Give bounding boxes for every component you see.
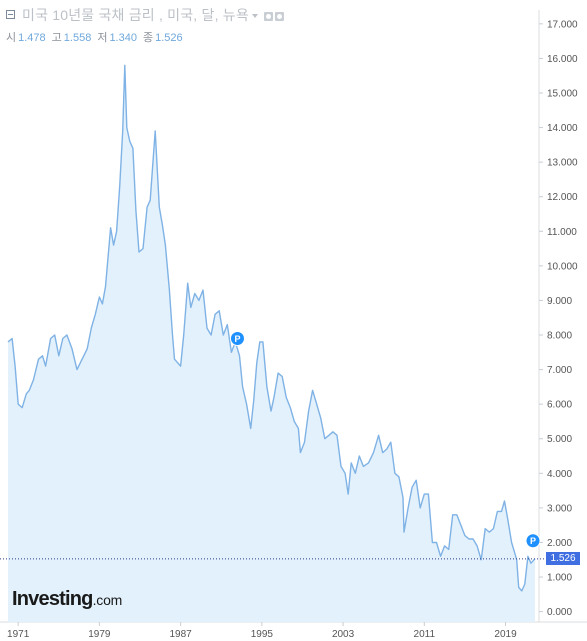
y-tick-label: 8.000 bbox=[547, 331, 572, 342]
series-area bbox=[8, 65, 535, 623]
last-price-label: 1.526 bbox=[546, 552, 580, 565]
y-tick-layer: 17.000 16.000 15.000 14.000 13.000 12.000 11.0… bbox=[539, 19, 578, 618]
high-label: 고 bbox=[51, 32, 62, 44]
y-tick-label: 17.000 bbox=[547, 19, 578, 30]
marker-label: P bbox=[530, 536, 536, 546]
y-tick-label: 6.000 bbox=[547, 400, 572, 411]
settings-icon[interactable] bbox=[263, 11, 273, 21]
series-line bbox=[7, 64, 536, 592]
marker-badge[interactable] bbox=[525, 533, 541, 549]
y-tick-label: 5.000 bbox=[547, 434, 572, 445]
x-tick-label: 1971 bbox=[7, 629, 30, 640]
line-layer bbox=[7, 64, 536, 592]
open-value: 1.478 bbox=[18, 32, 46, 44]
area-layer bbox=[8, 65, 535, 623]
y-tick-label: 15.000 bbox=[547, 88, 578, 99]
x-tick-label: 2003 bbox=[332, 629, 355, 640]
y-tick-label: 14.000 bbox=[547, 123, 578, 134]
y-tick-label: 4.000 bbox=[547, 469, 572, 480]
marker-layer: PP bbox=[229, 330, 541, 549]
y-tick-label: 2.000 bbox=[547, 538, 572, 549]
x-tick-label: 2019 bbox=[494, 629, 517, 640]
low-value: 1.340 bbox=[109, 32, 137, 44]
y-tick-label: 0.000 bbox=[547, 607, 572, 618]
y-tick-label: 10.000 bbox=[547, 261, 578, 272]
high-value: 1.558 bbox=[63, 32, 92, 44]
low-label: 저 bbox=[97, 32, 108, 44]
dropdown-caret-icon[interactable] bbox=[251, 14, 258, 19]
ohlc-readout: 시 1.478 고 1.558 저 1.340 종 1.526 bbox=[6, 29, 189, 45]
chart-header: 미국 10년물 국채 금리 , 미국, 달, 뉴욕 시 1.478 고 1.558 저 1… bbox=[6, 6, 386, 46]
y-tick-label: 3.000 bbox=[547, 503, 572, 514]
marker-label: P bbox=[234, 334, 240, 344]
y-tick-label: 16.000 bbox=[547, 54, 578, 65]
chart-title: 미국 10년물 국채 금리 , 미국, 달, 뉴욕 bbox=[22, 7, 249, 23]
close-label: 종 bbox=[142, 32, 154, 44]
collapse-icon[interactable] bbox=[6, 10, 15, 19]
y-tick-label: 7.000 bbox=[547, 365, 572, 376]
logo-suffix: .com bbox=[92, 592, 123, 608]
gear-icon[interactable] bbox=[274, 11, 284, 21]
open-label: 시 bbox=[6, 32, 17, 44]
y-tick-label: 9.000 bbox=[547, 296, 572, 307]
x-tick-label: 1979 bbox=[88, 629, 111, 640]
x-tick-label: 2011 bbox=[414, 629, 436, 640]
x-tick-layer: 1971 1979 1987 1995 2003 2011 2019 bbox=[7, 622, 517, 640]
x-tick-label: 1995 bbox=[251, 629, 274, 640]
y-tick-label: 13.000 bbox=[547, 158, 578, 169]
investing-logo: Investing.com bbox=[12, 588, 122, 611]
chart-title-wrap: 미국 10년물 국채 금리 , 미국, 달, 뉴욕 bbox=[22, 5, 284, 25]
y-tick-label: 11.000 bbox=[547, 227, 577, 238]
x-tick-label: 1987 bbox=[169, 629, 192, 640]
close-value: 1.526 bbox=[155, 32, 183, 44]
marker-badge[interactable] bbox=[229, 330, 245, 346]
y-tick-label: 12.000 bbox=[547, 192, 578, 203]
y-tick-label: 1.000 bbox=[547, 573, 572, 584]
logo-main: Investing bbox=[12, 588, 93, 610]
